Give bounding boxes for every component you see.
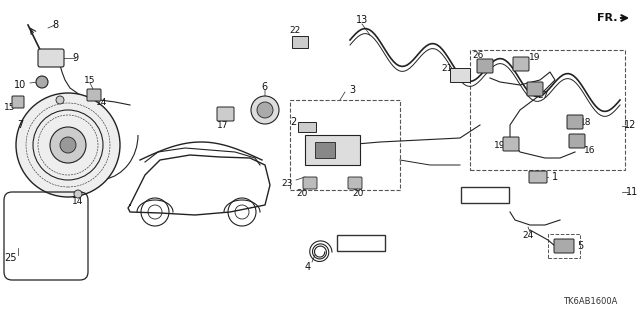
- Bar: [548, 234, 580, 258]
- Bar: [305, 135, 360, 165]
- Circle shape: [60, 137, 76, 153]
- FancyBboxPatch shape: [337, 235, 385, 251]
- Text: 23: 23: [282, 179, 292, 188]
- Text: 13: 13: [356, 15, 368, 25]
- FancyBboxPatch shape: [527, 82, 543, 96]
- Text: 27: 27: [538, 91, 548, 100]
- Text: 26: 26: [472, 51, 484, 60]
- Circle shape: [36, 76, 48, 88]
- Circle shape: [251, 96, 279, 124]
- Text: 20: 20: [296, 188, 308, 197]
- FancyBboxPatch shape: [529, 171, 547, 183]
- Text: 5: 5: [577, 241, 583, 251]
- Text: 25: 25: [4, 253, 17, 263]
- FancyBboxPatch shape: [217, 107, 234, 121]
- Circle shape: [74, 190, 82, 198]
- Text: 9: 9: [72, 53, 78, 63]
- Bar: [292, 36, 308, 48]
- Text: 24: 24: [522, 230, 534, 239]
- Circle shape: [50, 127, 86, 163]
- Text: 7: 7: [17, 120, 23, 130]
- Text: 16: 16: [584, 146, 596, 155]
- Text: B-37-15: B-37-15: [467, 190, 504, 199]
- Text: 17: 17: [217, 121, 228, 130]
- FancyBboxPatch shape: [38, 49, 64, 67]
- Circle shape: [257, 102, 273, 118]
- FancyBboxPatch shape: [303, 177, 317, 189]
- FancyBboxPatch shape: [477, 59, 493, 73]
- Bar: [315, 142, 335, 158]
- Bar: [290, 100, 400, 190]
- Text: FR.: FR.: [596, 13, 617, 23]
- Text: 21: 21: [442, 63, 452, 73]
- Text: 8: 8: [52, 20, 58, 30]
- FancyBboxPatch shape: [461, 187, 509, 203]
- Text: 15: 15: [4, 102, 15, 111]
- FancyBboxPatch shape: [87, 89, 101, 101]
- Bar: [298, 122, 316, 132]
- Text: 14: 14: [72, 197, 84, 206]
- Text: 12: 12: [624, 120, 636, 130]
- Text: 18: 18: [580, 117, 592, 126]
- Bar: [450, 68, 470, 82]
- Text: 6: 6: [261, 82, 267, 92]
- Text: TK6AB1600A: TK6AB1600A: [563, 298, 617, 307]
- Circle shape: [16, 93, 120, 197]
- Text: 20: 20: [352, 188, 364, 197]
- Text: 10: 10: [14, 80, 26, 90]
- FancyBboxPatch shape: [554, 239, 574, 253]
- FancyBboxPatch shape: [503, 137, 519, 151]
- FancyBboxPatch shape: [513, 57, 529, 71]
- Bar: [470, 50, 625, 170]
- Text: 19: 19: [529, 52, 541, 61]
- Text: 11: 11: [626, 187, 638, 197]
- Text: 19: 19: [494, 140, 506, 149]
- Text: 22: 22: [289, 26, 301, 35]
- Text: 2: 2: [290, 117, 296, 127]
- FancyBboxPatch shape: [569, 134, 585, 148]
- Text: 14: 14: [96, 98, 108, 107]
- Text: 4: 4: [305, 262, 311, 272]
- FancyBboxPatch shape: [567, 115, 583, 129]
- Text: 15: 15: [84, 76, 96, 84]
- Text: 3: 3: [349, 85, 355, 95]
- Text: B-37-15: B-37-15: [342, 238, 380, 247]
- Circle shape: [56, 96, 64, 104]
- Text: 1: 1: [552, 172, 558, 182]
- FancyBboxPatch shape: [12, 96, 24, 108]
- FancyBboxPatch shape: [348, 177, 362, 189]
